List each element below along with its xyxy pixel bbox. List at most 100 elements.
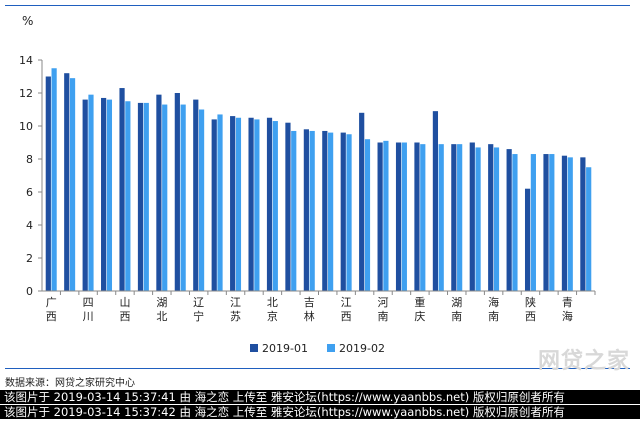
x-tick-label-char: 海: [562, 309, 573, 323]
bar-2019-01-15: [322, 130, 328, 291]
bar-2019-01-13: [285, 122, 291, 291]
x-tick-label-char: 陕: [525, 295, 536, 309]
bar-2019-01-6: [156, 94, 162, 292]
x-tick-label-char: 北: [267, 296, 278, 309]
x-tick-label-char: 宁: [193, 309, 204, 323]
y-axis-unit-label: %: [22, 14, 33, 28]
bar-2019-01-25: [506, 149, 512, 291]
bar-2019-02-14: [309, 130, 315, 291]
bottom-rule: [5, 368, 630, 369]
bar-2019-02-10: [235, 117, 242, 291]
bar-2019-01-28: [561, 155, 568, 291]
bar-2019-01-8: [193, 99, 199, 291]
bar-2019-01-17: [359, 112, 365, 291]
bar-2019-01-0: [45, 76, 51, 291]
bar-2019-02-28: [567, 157, 573, 291]
bar-2019-02-25: [512, 154, 518, 291]
x-tick-label-char: 湖: [156, 296, 167, 309]
y-tick-label: 2: [26, 252, 33, 265]
bar-2019-01-26: [524, 188, 531, 291]
x-tick-label-char: 南: [451, 310, 462, 323]
bar-2019-02-13: [291, 130, 297, 291]
bar-2019-02-16: [346, 134, 352, 291]
legend-label-1: 2019-02: [339, 342, 385, 355]
x-tick-label-char: 海: [488, 295, 499, 309]
bar-2019-02-1: [69, 78, 76, 292]
x-tick-label-char: 苏: [230, 310, 241, 323]
bar-2019-01-7: [174, 93, 180, 291]
legend: 2019-01 2019-02: [250, 342, 385, 355]
bar-2019-01-21: [432, 111, 439, 292]
bar-2019-02-4: [125, 101, 131, 291]
bar-2019-01-12: [266, 117, 273, 291]
bar-2019-02-11: [254, 119, 260, 292]
bar-2019-02-19: [401, 142, 407, 291]
bar-2019-01-9: [211, 119, 217, 292]
x-tick-label-char: 西: [46, 310, 57, 323]
y-tick-label: 10: [19, 120, 33, 133]
x-tick-label-char: 林: [304, 309, 315, 323]
bar-2019-02-8: [198, 109, 205, 291]
upload-notice-line-1: 该图片于 2019-03-14 15:37:41 由 海之恋 上传至 雅安论坛(…: [0, 390, 640, 404]
bar-2019-01-11: [248, 117, 254, 291]
bar-2019-01-22: [451, 144, 457, 291]
bar-2019-01-3: [101, 97, 107, 291]
x-tick-label-char: 南: [378, 310, 389, 323]
y-tick-label: 0: [26, 285, 33, 298]
x-tick-label-char: 广: [46, 296, 57, 309]
bar-2019-01-20: [414, 142, 420, 291]
bar-2019-01-14: [303, 129, 309, 291]
bar-2019-02-29: [586, 167, 592, 291]
top-rule: [5, 5, 630, 6]
bar-2019-02-0: [51, 68, 57, 291]
watermark-logo: 网贷之家: [537, 349, 630, 374]
y-tick-label: 6: [26, 186, 33, 199]
bars-group: [45, 68, 592, 292]
bar-2019-02-26: [530, 154, 536, 291]
bar-2019-01-5: [137, 102, 144, 292]
bar-2019-02-2: [88, 94, 94, 292]
x-tick-label-char: 山: [119, 296, 130, 309]
bar-2019-02-24: [493, 147, 500, 291]
bar-2019-01-23: [469, 142, 475, 291]
x-tick-label-char: 西: [119, 310, 130, 323]
bar-2019-02-9: [217, 114, 223, 291]
bar-2019-02-17: [364, 139, 371, 291]
bar-2019-01-18: [377, 142, 383, 291]
x-tick-label-char: 河: [378, 296, 389, 309]
y-tick-label: 12: [19, 87, 33, 100]
x-tick-label-char: 四: [83, 296, 94, 309]
bar-2019-02-21: [438, 144, 444, 291]
source-note: 数据来源：网贷之家研究中心: [5, 378, 135, 389]
bar-2019-01-10: [230, 116, 236, 291]
bar-2019-02-12: [272, 121, 278, 291]
bar-2019-02-6: [162, 104, 168, 291]
bar-2019-01-16: [340, 132, 346, 291]
x-tick-label-char: 京: [267, 309, 278, 323]
bar-2019-02-22: [457, 144, 463, 291]
bar-2019-01-29: [580, 157, 586, 291]
bar-2019-01-1: [64, 73, 70, 291]
bar-2019-02-27: [549, 154, 555, 291]
legend-swatch-1: [327, 344, 335, 352]
x-tick-label-char: 西: [525, 310, 536, 323]
x-tick-label-char: 川: [83, 310, 94, 323]
bar-2019-01-2: [82, 99, 88, 291]
y-axis: 0 2 4 6 8 10 12 14: [19, 54, 43, 298]
bar-2019-02-5: [143, 102, 149, 292]
bar-2019-02-18: [383, 140, 389, 291]
x-tick-label-char: 吉: [304, 296, 315, 309]
x-tick-label-char: 西: [341, 310, 352, 323]
upload-notice-line-2: 该图片于 2019-03-14 15:37:42 由 海之恋 上传至 雅安论坛(…: [0, 405, 640, 419]
y-tick-label: 4: [26, 219, 33, 232]
x-tick-label-char: 江: [341, 296, 352, 309]
x-tick-label-char: 南: [488, 310, 499, 323]
x-tick-label-char: 重: [414, 295, 425, 309]
x-tick-label-char: 江: [230, 296, 241, 309]
bar-2019-01-19: [395, 142, 402, 291]
bar-2019-02-3: [106, 99, 113, 291]
y-tick-label: 14: [19, 54, 33, 67]
x-tick-label-char: 青: [562, 296, 573, 309]
x-tick-label-char: 辽: [193, 296, 204, 309]
